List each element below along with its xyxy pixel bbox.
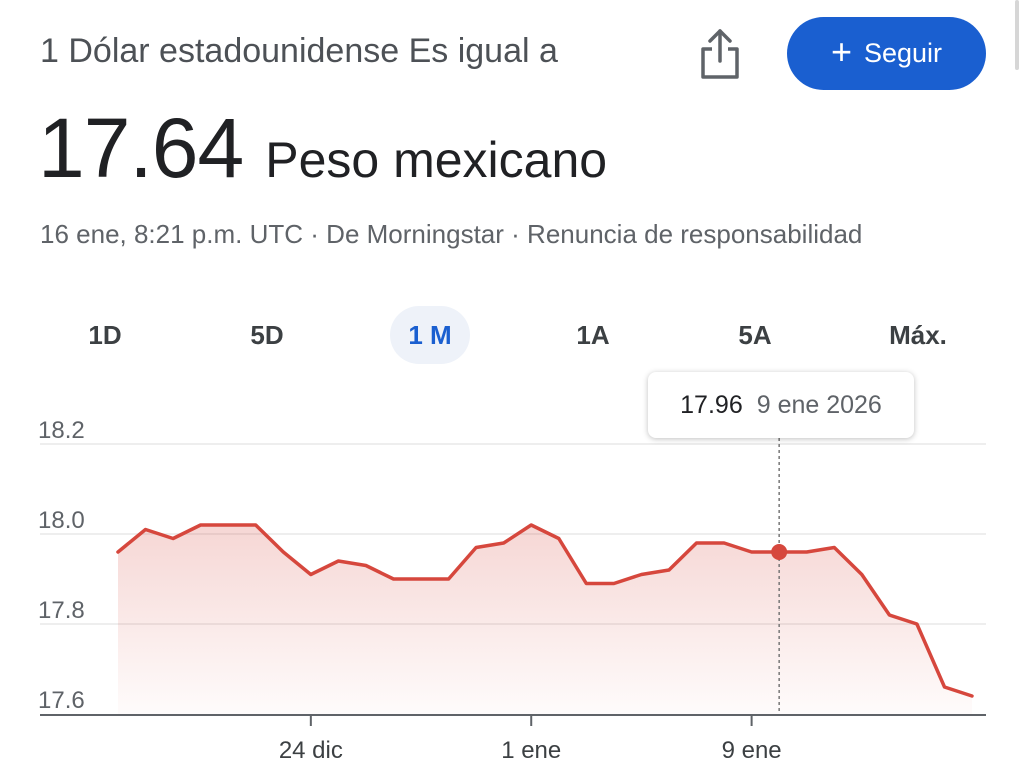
x-tick-label: 24 dic (279, 737, 343, 764)
plus-icon: + (830, 31, 852, 72)
y-tick-label: 17.8 (38, 597, 85, 624)
meta-separator: · (310, 219, 319, 249)
tab-5a[interactable]: 5A (738, 319, 772, 350)
x-tick-label: 9 ene (722, 737, 782, 764)
y-tick-label: 18.2 (38, 417, 85, 444)
tab-1d[interactable]: 1D (88, 319, 122, 350)
tab-max[interactable]: Máx. (889, 319, 947, 350)
tab-5d[interactable]: 5D (250, 319, 284, 350)
disclaimer-link[interactable]: Renuncia de responsabilidad (527, 219, 863, 249)
range-tabs: 1D 5D 1 M 1A 5A Máx. (0, 306, 1024, 364)
chart-area-fill (118, 525, 972, 714)
rate-meta: 16 ene, 8:21 p.m. UTC · De Morningstar ·… (40, 219, 862, 250)
x-tick-label: 1 ene (501, 737, 561, 764)
conversion-description: 1 Dólar estadounidense Es igual a (40, 32, 558, 70)
y-axis-labels: 18.2 18.0 17.8 17.6 (38, 417, 85, 714)
scrollbar[interactable] (1015, 0, 1019, 70)
tooltip-date: 9 ene 2026 (756, 390, 882, 419)
highlight-point (771, 544, 788, 560)
x-axis: 24 dic 1 ene 9 ene (40, 714, 986, 764)
y-tick-label: 18.0 (38, 507, 85, 534)
exchange-rate-value: 17.64 (38, 101, 244, 195)
share-button[interactable] (690, 22, 750, 86)
follow-button[interactable]: + Seguir (787, 17, 986, 90)
follow-label: Seguir (863, 38, 943, 68)
chart-series-line (116, 523, 974, 698)
timestamp: 16 ene, 8:21 p.m. UTC (40, 219, 304, 249)
source-link[interactable]: De Morningstar (326, 219, 504, 249)
tab-1m[interactable]: 1 M (390, 306, 470, 364)
chart-tooltip: 17.96 9 ene 2026 (648, 372, 914, 438)
tab-1a[interactable]: 1A (576, 319, 610, 350)
target-currency-name: Peso mexicano (265, 132, 608, 188)
tooltip-value: 17.96 (680, 390, 743, 419)
y-tick-label: 17.6 (38, 687, 85, 714)
share-icon (701, 29, 739, 79)
rate-display: 17.64 Peso mexicano (38, 100, 607, 197)
meta-separator: · (511, 219, 520, 249)
